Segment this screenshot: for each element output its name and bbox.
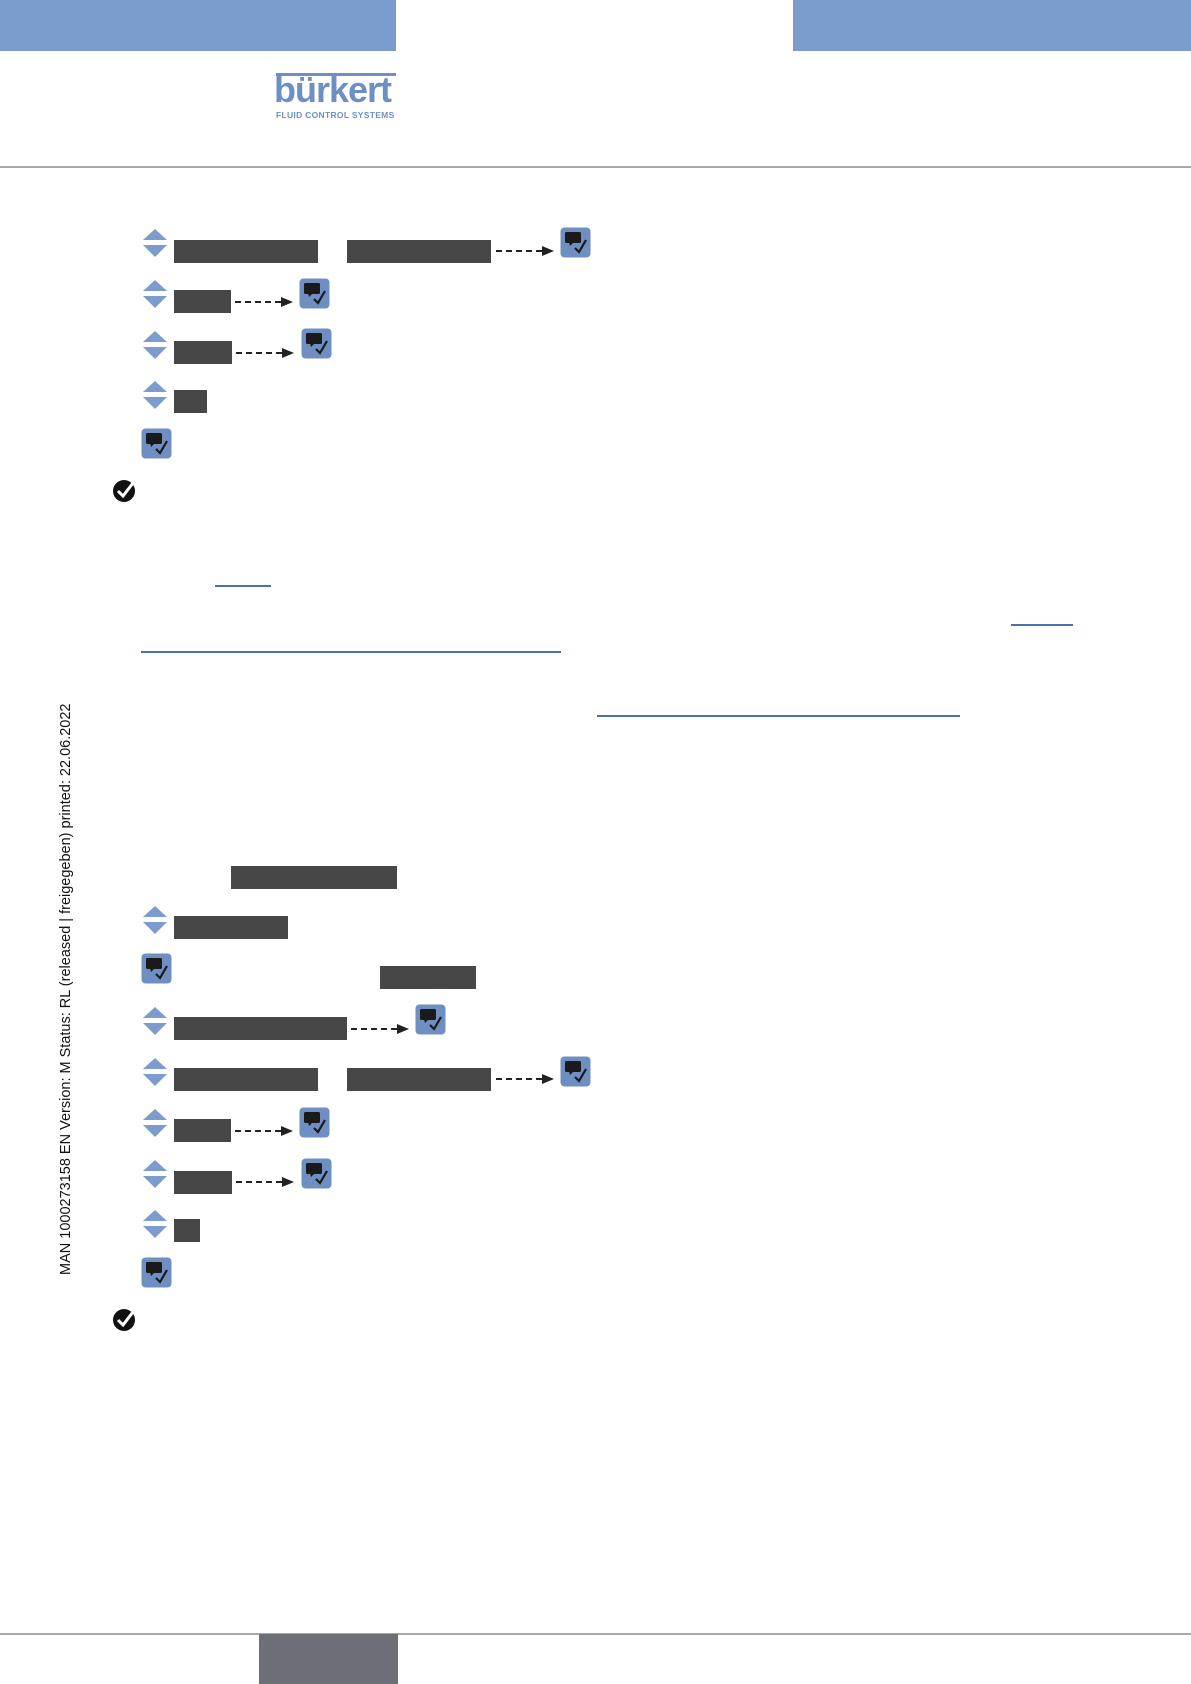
dashed-arrow-icon (236, 348, 294, 358)
up-down-arrow-icon (143, 1160, 167, 1188)
display-text-box (174, 1219, 200, 1242)
link-underline[interactable] (215, 585, 271, 587)
dashed-arrow-icon (235, 297, 293, 307)
display-text-box (174, 916, 288, 939)
up-down-arrow-icon (143, 1210, 167, 1238)
display-text-box (231, 866, 397, 889)
ok-button-icon (141, 953, 172, 984)
up-down-arrow-icon (143, 381, 167, 409)
logo-bar (276, 73, 396, 76)
ok-button-icon (299, 278, 330, 309)
up-down-arrow-icon (143, 1109, 167, 1137)
display-text-box (174, 240, 318, 263)
header-divider (0, 166, 1191, 168)
check-circle-icon (113, 480, 135, 502)
link-underline[interactable] (141, 651, 561, 653)
footer-divider (0, 1633, 1191, 1635)
link-underline[interactable] (1011, 624, 1073, 626)
check-circle-icon (113, 1309, 135, 1331)
display-text-box (174, 1017, 347, 1040)
ok-button-icon (299, 1107, 330, 1138)
up-down-arrow-icon (143, 280, 167, 308)
ok-button-icon (141, 428, 172, 459)
up-down-arrow-icon (143, 906, 167, 934)
dashed-arrow-icon (236, 1177, 294, 1187)
display-text-box (347, 240, 491, 263)
ok-button-icon (141, 1257, 172, 1288)
document-info: MAN 1000273158 EN Version: M Status: RL … (58, 703, 74, 1276)
header-band-right (793, 0, 1191, 51)
ok-button-icon (301, 328, 332, 359)
up-down-arrow-icon (143, 331, 167, 359)
display-text-box (174, 290, 231, 313)
up-down-arrow-icon (143, 229, 167, 257)
brand-logo: bürkert (274, 69, 392, 110)
display-text-box (174, 1171, 232, 1194)
header-band-left (0, 0, 396, 51)
brand-tagline: FLUID CONTROL SYSTEMS (276, 110, 395, 120)
ok-button-icon (301, 1158, 332, 1189)
dashed-arrow-icon (496, 246, 554, 256)
ok-button-icon (415, 1004, 446, 1035)
display-text-box (174, 1119, 231, 1142)
footer-page-tab (259, 1634, 398, 1684)
dashed-arrow-icon (496, 1074, 554, 1084)
display-text-box (347, 1068, 491, 1091)
dashed-arrow-icon (235, 1126, 293, 1136)
ok-button-icon (560, 227, 591, 258)
display-text-box (174, 1068, 318, 1091)
display-text-box (380, 966, 476, 989)
dashed-arrow-icon (351, 1024, 409, 1034)
display-text-box (174, 390, 207, 413)
up-down-arrow-icon (143, 1058, 167, 1086)
ok-button-icon (560, 1056, 591, 1087)
up-down-arrow-icon (143, 1007, 167, 1035)
link-underline[interactable] (597, 715, 960, 717)
display-text-box (174, 341, 232, 364)
